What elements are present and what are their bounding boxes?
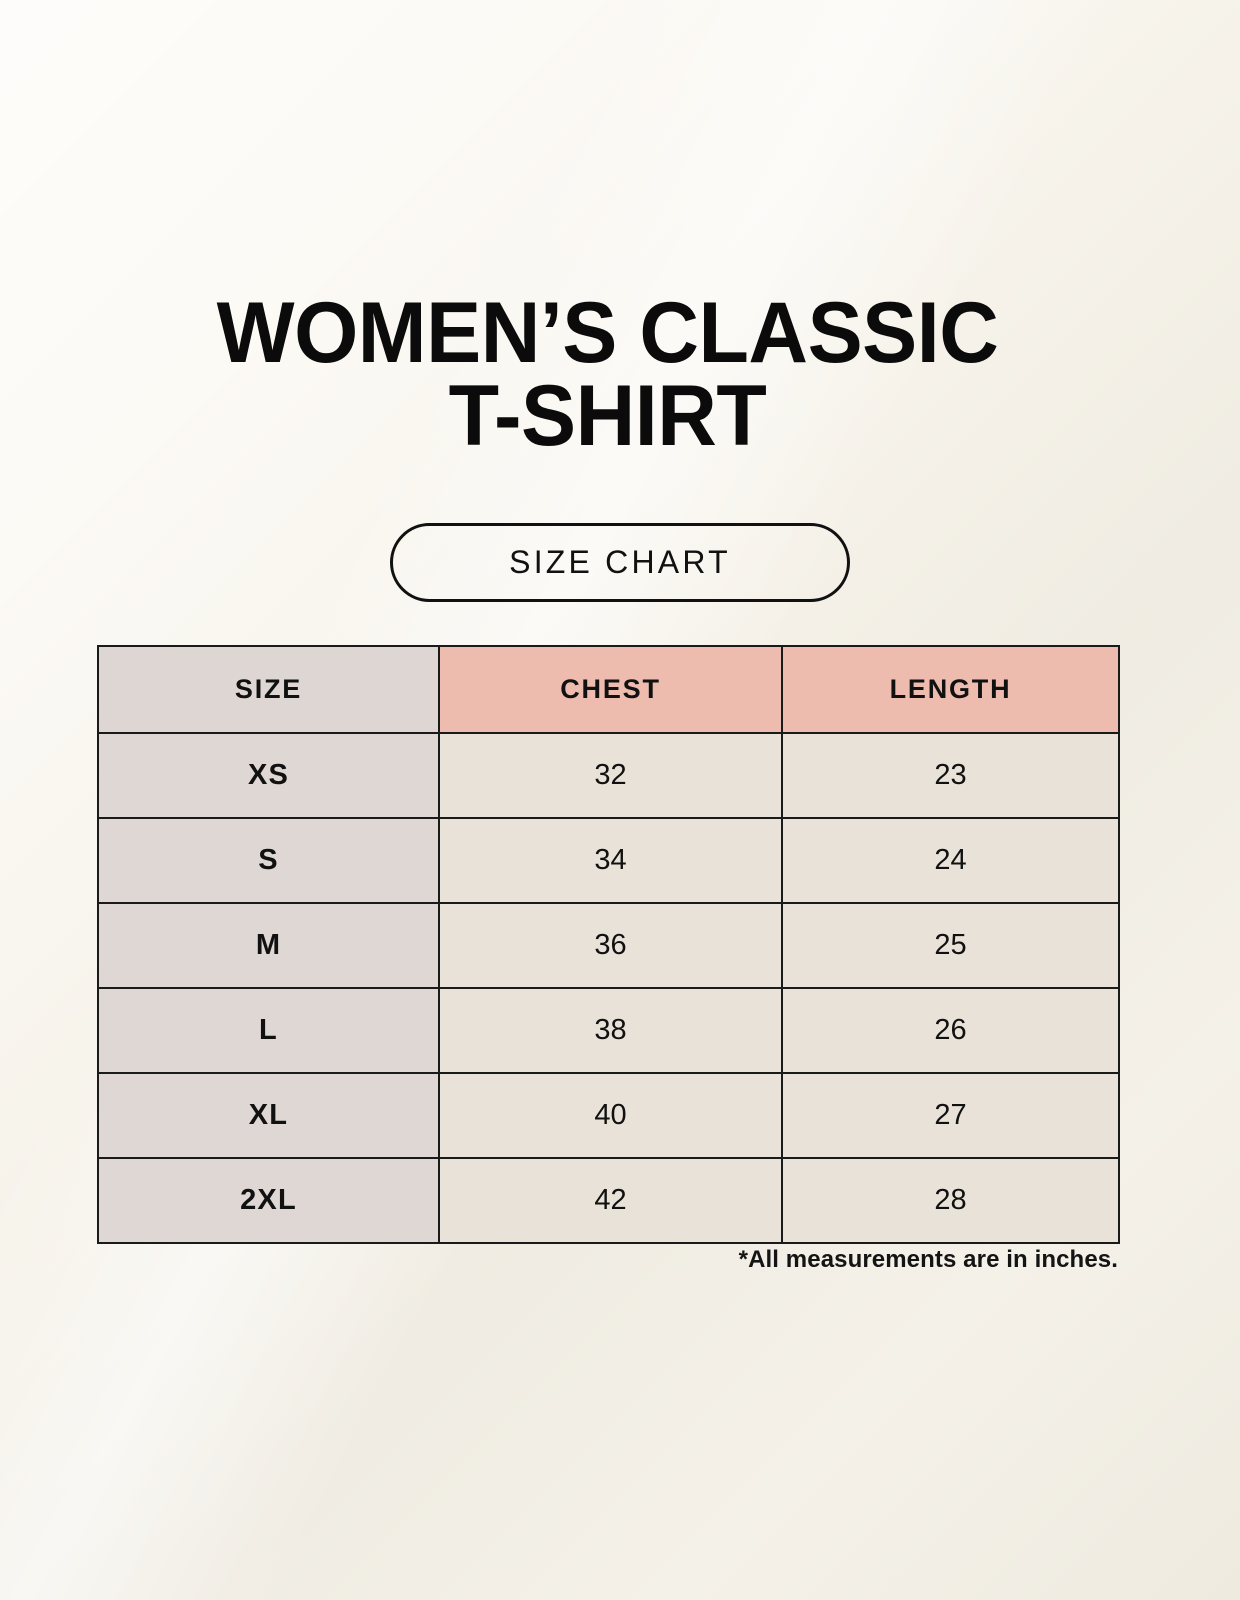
table-header: SIZE CHEST LENGTH [97,645,1120,734]
cell-size: S [97,817,440,904]
cell-size: L [97,987,440,1074]
cell-length: 24 [781,817,1120,904]
cell-length: 27 [781,1072,1120,1159]
cell-length: 25 [781,902,1120,989]
cell-chest: 38 [438,987,783,1074]
cell-chest: 32 [438,732,783,819]
table-row: 2XL 42 28 [97,1157,1120,1244]
table-row: XS 32 23 [97,732,1120,819]
table-row: S 34 24 [97,817,1120,904]
table-row: XL 40 27 [97,1072,1120,1159]
cell-length: 26 [781,987,1120,1074]
table-row: M 36 25 [97,902,1120,989]
cell-size: XL [97,1072,440,1159]
cell-size: XS [97,732,440,819]
column-header-length: LENGTH [781,645,1120,734]
column-header-chest: CHEST [438,645,783,734]
cell-length: 23 [781,732,1120,819]
measurement-footnote: *All measurements are in inches. [738,1246,1118,1273]
cell-chest: 36 [438,902,783,989]
cell-chest: 34 [438,817,783,904]
column-header-size: SIZE [97,645,440,734]
cell-chest: 42 [438,1157,783,1244]
cell-length: 28 [781,1157,1120,1244]
page-title: WOMEN’S CLASSIC T-SHIRT [216,285,999,465]
table-header-row: SIZE CHEST LENGTH [97,645,1120,734]
cell-chest: 40 [438,1072,783,1159]
cell-size: 2XL [97,1157,440,1244]
badge-container: SIZE CHART [0,523,1240,602]
table-row: L 38 26 [97,987,1120,1074]
table-body: XS 32 23 S 34 24 M 36 25 L 38 26 XL 40 [97,732,1120,1244]
size-chart-table: SIZE CHEST LENGTH XS 32 23 S 34 24 M 36 … [97,645,1120,1244]
size-chart-badge: SIZE CHART [390,523,850,602]
cell-size: M [97,902,440,989]
